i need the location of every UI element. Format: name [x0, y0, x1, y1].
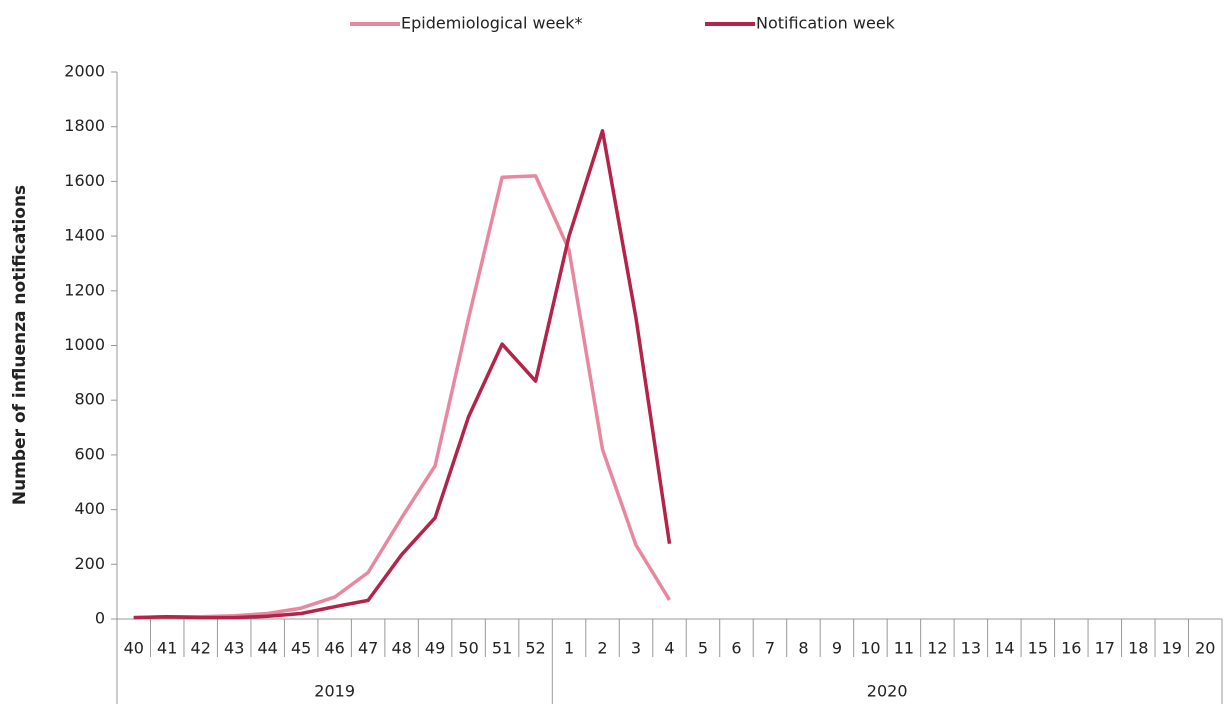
legend-label: Notification week [756, 14, 896, 33]
x-tick-label: 7 [765, 639, 775, 658]
y-tick-label: 0 [95, 609, 105, 628]
x-tick-label: 19 [1162, 639, 1182, 658]
group-label: 2020 [867, 682, 908, 701]
y-tick-label: 1000 [64, 335, 105, 354]
x-tick-label: 2 [597, 639, 607, 658]
x-tick-label: 11 [894, 639, 914, 658]
group-label: 2019 [314, 682, 355, 701]
x-tick-label: 43 [224, 639, 244, 658]
x-tick-label: 47 [358, 639, 378, 658]
x-tick-label: 50 [458, 639, 478, 658]
x-tick-label: 41 [157, 639, 177, 658]
x-tick-label: 5 [698, 639, 708, 658]
series-line [133, 129, 672, 620]
series-line [133, 174, 671, 620]
x-tick-label: 15 [1028, 639, 1048, 658]
y-tick-label: 1800 [64, 116, 105, 135]
x-tick-label: 20 [1195, 639, 1215, 658]
x-tick-label: 13 [961, 639, 981, 658]
x-tick-label: 14 [994, 639, 1014, 658]
x-tick-label: 52 [525, 639, 545, 658]
y-tick-label: 400 [74, 499, 105, 518]
x-tick-label: 42 [191, 639, 211, 658]
y-tick-label: 800 [74, 390, 105, 409]
x-tick-label: 48 [391, 639, 411, 658]
y-tick-label: 1400 [64, 226, 105, 245]
y-tick-label: 2000 [64, 62, 105, 81]
x-tick-label: 18 [1128, 639, 1148, 658]
x-tick-label: 3 [631, 639, 641, 658]
y-tick-label: 200 [74, 554, 105, 573]
x-tick-label: 51 [492, 639, 512, 658]
x-tick-label: 8 [798, 639, 808, 658]
y-tick-label: 600 [74, 444, 105, 463]
x-tick-label: 45 [291, 639, 311, 658]
legend-label: Epidemiological week* [401, 14, 583, 33]
x-tick-label: 9 [832, 639, 842, 658]
x-tick-label: 4 [664, 639, 674, 658]
x-tick-label: 1 [564, 639, 574, 658]
x-tick-label: 12 [927, 639, 947, 658]
x-tick-label: 16 [1061, 639, 1081, 658]
x-tick-label: 10 [860, 639, 880, 658]
x-tick-label: 49 [425, 639, 445, 658]
x-tick-label: 46 [324, 639, 344, 658]
y-tick-label: 1200 [64, 280, 105, 299]
y-axis-label: Number of influenza notifications [10, 185, 30, 505]
x-tick-label: 6 [731, 639, 741, 658]
y-tick-label: 1600 [64, 171, 105, 190]
x-tick-label: 40 [124, 639, 144, 658]
x-tick-label: 17 [1095, 639, 1115, 658]
x-tick-label: 44 [258, 639, 278, 658]
